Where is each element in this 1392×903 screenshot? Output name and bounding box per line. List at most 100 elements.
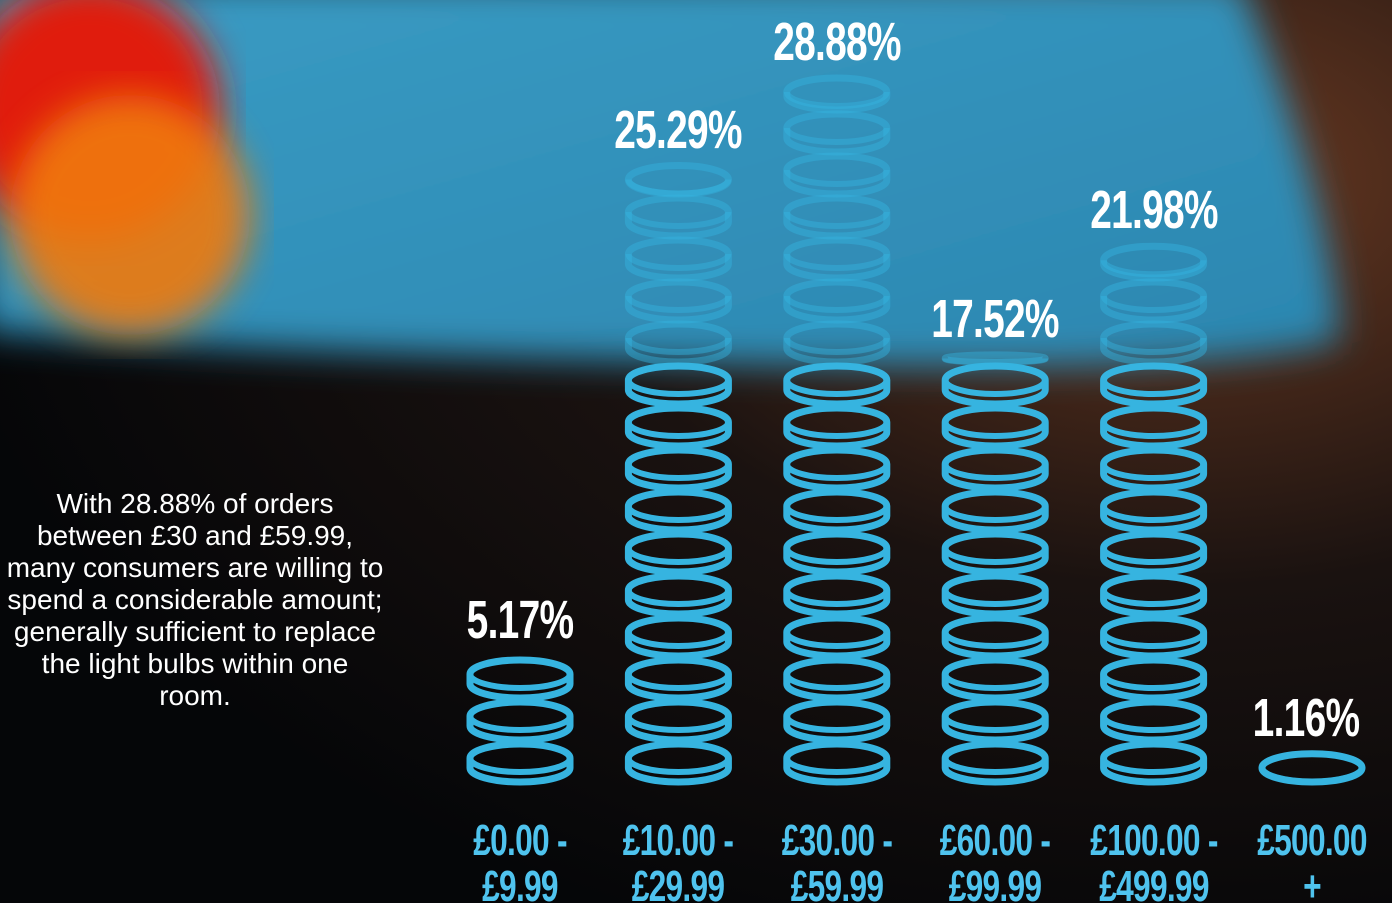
coin-stack: [1258, 750, 1366, 786]
coin-rim: [625, 631, 732, 649]
coin-rim: [625, 337, 732, 355]
coin-rim: [625, 505, 732, 523]
coin: [941, 351, 1049, 366]
coin-rim: [783, 253, 890, 271]
coin: [941, 614, 1049, 660]
coin-rim: [783, 463, 890, 481]
coin-rim: [942, 463, 1049, 481]
coin: [1100, 362, 1208, 408]
coin-rim: [1100, 259, 1207, 278]
coin-rim: [467, 715, 573, 733]
coin-rim: [1100, 715, 1207, 733]
value-label: 28.88%: [773, 12, 901, 72]
coin: [624, 572, 732, 618]
value-label: 1.16%: [1252, 687, 1360, 748]
coin-rim: [783, 715, 890, 733]
coin: [1100, 404, 1208, 450]
coin: [783, 530, 891, 576]
coin-rim: [625, 757, 732, 775]
coin-rim: [1100, 379, 1207, 397]
coin-rim: [625, 379, 732, 397]
coin: [624, 362, 732, 408]
coin: [1100, 278, 1208, 324]
coin: [783, 194, 891, 240]
coin: [624, 740, 732, 786]
coin: [941, 446, 1049, 492]
coin-stack: [466, 656, 574, 786]
category-label: £0.00 - £9.99: [473, 816, 567, 903]
coin-rim: [942, 379, 1049, 397]
coin: [624, 162, 732, 198]
coin: [466, 698, 574, 744]
coin: [624, 698, 732, 744]
coin-rim: [467, 673, 573, 691]
coin: [783, 572, 891, 618]
coin: [941, 740, 1049, 786]
coin: [783, 278, 891, 324]
coin: [783, 740, 891, 786]
coin: [466, 740, 574, 786]
coin-rim: [942, 673, 1049, 691]
coin: [783, 488, 891, 534]
coin-rim: [1259, 767, 1365, 785]
coin-rim: [625, 421, 732, 439]
coin: [941, 572, 1049, 618]
coin: [941, 656, 1049, 702]
coin-rim: [942, 547, 1049, 565]
coin-rim: [942, 715, 1049, 733]
coin: [1100, 488, 1208, 534]
coin-rim: [625, 295, 732, 313]
annotation: With 28.88% of orders between £30 and £5…: [6, 488, 384, 711]
coin-rim: [467, 757, 573, 775]
value-label: 5.17%: [466, 589, 574, 650]
coin-rim: [783, 295, 890, 313]
coin-stack: [941, 351, 1049, 786]
coin: [1100, 446, 1208, 492]
coin-rim: [1100, 673, 1207, 691]
coin-rim: [1100, 589, 1207, 607]
coin-rim: [625, 178, 732, 197]
coin-rim: [1100, 421, 1207, 439]
coin: [941, 530, 1049, 576]
coin-rim: [942, 355, 1049, 365]
coin: [1100, 740, 1208, 786]
coin: [1100, 530, 1208, 576]
coin: [783, 152, 891, 198]
coin-rim: [625, 715, 732, 733]
value-label: 25.29%: [614, 99, 743, 160]
coin: [624, 656, 732, 702]
coin: [783, 74, 891, 114]
coin: [941, 488, 1049, 534]
coin-rim: [1100, 463, 1207, 481]
coin-rim: [1100, 505, 1207, 523]
coin: [624, 530, 732, 576]
coin-rim: [942, 421, 1049, 439]
coin-rim: [783, 337, 890, 355]
coin: [624, 488, 732, 534]
card: [0, 0, 1340, 367]
coin: [1100, 656, 1208, 702]
category-label: £100.00 - £499.99: [1089, 816, 1218, 903]
coin-rim: [1100, 337, 1207, 355]
coin-rim: [783, 169, 890, 187]
coin-rim: [783, 547, 890, 565]
value-label: 21.98%: [1089, 180, 1218, 241]
coin: [783, 656, 891, 702]
coin-rim: [942, 589, 1049, 607]
coin: [1100, 242, 1208, 282]
coin: [783, 362, 891, 408]
coin-rim: [1100, 547, 1207, 565]
coin: [624, 446, 732, 492]
coin: [466, 656, 574, 702]
coin-stack: [783, 74, 891, 786]
coin: [941, 362, 1049, 408]
coin-rim: [942, 631, 1049, 649]
coin-rim: [783, 211, 890, 229]
category-label: £60.00 - £99.99: [939, 816, 1051, 903]
coin-rim: [783, 505, 890, 523]
coin: [783, 698, 891, 744]
category-label: £30.00 - £59.99: [781, 816, 893, 903]
coin-rim: [783, 421, 890, 439]
coin: [941, 404, 1049, 450]
